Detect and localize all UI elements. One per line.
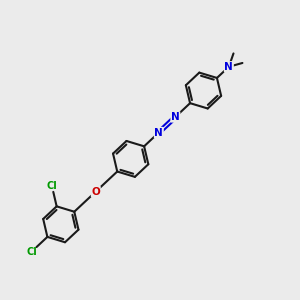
Text: Cl: Cl — [46, 181, 57, 190]
Text: Cl: Cl — [26, 247, 37, 256]
Text: N: N — [224, 62, 233, 72]
Text: O: O — [92, 187, 100, 196]
Text: N: N — [171, 112, 180, 122]
Text: N: N — [154, 128, 163, 137]
